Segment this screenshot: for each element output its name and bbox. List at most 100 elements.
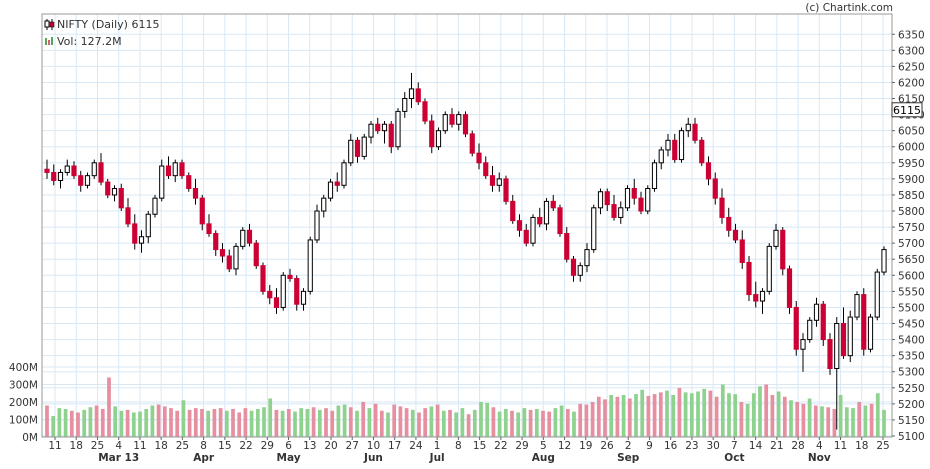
volume-legend-label: Vol: 127.2M <box>57 35 122 48</box>
date-tick-label: 25 <box>91 440 104 452</box>
volume-bar <box>255 409 260 437</box>
date-tick-label: 18 <box>154 440 167 452</box>
month-label: Jun <box>363 452 383 464</box>
date-tick-label: 25 <box>176 440 189 452</box>
candle-body <box>267 290 273 299</box>
month-label: May <box>277 452 301 464</box>
date-tick-label: 16 <box>664 440 678 452</box>
volume-bar <box>553 408 558 437</box>
candle-body <box>469 133 475 154</box>
volume-bar <box>640 389 645 437</box>
candle-body <box>125 207 131 225</box>
volume-bar <box>869 403 874 437</box>
candle-body <box>192 188 199 199</box>
volume-bar <box>572 411 576 437</box>
volume-bar <box>727 393 731 437</box>
candle-body <box>118 188 124 209</box>
candle-body <box>51 171 57 181</box>
date-tick-label: 4 <box>816 440 823 452</box>
volume-bar <box>355 410 359 437</box>
volume-bar <box>330 410 335 437</box>
legend: NIFTY (Daily) 6115 Vol: 127.2M <box>44 18 159 48</box>
volume-bar <box>441 410 446 437</box>
candlestick-icon <box>44 19 55 30</box>
candle-body <box>449 114 455 125</box>
candle-body <box>658 149 664 164</box>
volume-bar <box>336 405 341 437</box>
price-tick-label: 5850 <box>898 190 925 202</box>
volume-layer <box>45 377 886 437</box>
date-tick-label: 5 <box>540 440 547 452</box>
volume-bar <box>472 409 477 437</box>
volume-bar <box>280 410 285 437</box>
candle-body <box>84 175 91 186</box>
volume-bar <box>268 398 273 437</box>
volume-bar <box>51 416 56 437</box>
candle-body <box>415 88 421 103</box>
candle-body <box>773 229 779 247</box>
date-tick-label: 23 <box>685 440 698 452</box>
volume-bar <box>826 407 831 437</box>
volume-bar <box>882 409 886 437</box>
candle-body <box>786 268 793 308</box>
date-tick-label: 20 <box>324 440 337 452</box>
candle-body <box>672 139 678 161</box>
candle-body <box>651 162 658 190</box>
volume-bar <box>789 400 793 437</box>
volume-bar <box>807 398 812 437</box>
month-label: Oct <box>724 452 744 464</box>
candle-body <box>71 165 77 177</box>
volume-bar <box>88 407 93 437</box>
candle-body <box>476 152 482 164</box>
candle-body <box>692 123 698 141</box>
candle-body <box>699 139 705 164</box>
last-price-label: 6115 <box>893 104 921 117</box>
volume-bar <box>311 407 316 437</box>
volume-bar <box>733 394 738 437</box>
candle-body <box>793 306 799 350</box>
candle-body <box>827 339 833 370</box>
price-tick-label: 5700 <box>898 238 925 250</box>
volume-bar <box>138 411 142 437</box>
candle-body <box>435 130 442 148</box>
date-tick-label: 29 <box>515 440 528 452</box>
volume-bar <box>677 388 682 437</box>
price-tick-label: 5900 <box>898 174 925 186</box>
volume-bar <box>243 408 248 437</box>
candle-body <box>78 175 84 186</box>
candle-body <box>402 98 408 112</box>
date-tick-label: 15 <box>473 440 486 452</box>
candle-body <box>881 249 887 273</box>
volume-bar <box>392 404 397 437</box>
price-tick-label: 5400 <box>898 335 925 347</box>
price-tick-label: 6000 <box>898 142 925 154</box>
price-tick-label: 5600 <box>898 270 925 282</box>
date-tick-label: 11 <box>133 440 146 452</box>
volume-bar <box>119 410 124 437</box>
volume-bar <box>658 392 663 437</box>
volume-bar <box>274 409 279 437</box>
volume-bar <box>63 409 68 437</box>
candle-body <box>557 207 563 235</box>
candle-body <box>840 323 847 357</box>
date-tick-label: 22 <box>239 440 252 452</box>
candle-body <box>280 274 286 308</box>
candle-body <box>611 204 617 218</box>
volume-bar <box>714 396 719 437</box>
month-label: Aug <box>532 452 555 464</box>
price-tick-label: 5950 <box>898 158 925 170</box>
candle-body <box>341 162 347 186</box>
candle-body <box>44 168 50 173</box>
volume-bar <box>218 408 223 437</box>
volume-bar <box>609 395 614 437</box>
volume-bar <box>782 396 787 437</box>
price-tick-label: 5150 <box>898 415 925 427</box>
date-tick-label: 18 <box>855 440 868 452</box>
date-tick-label: 18 <box>70 440 83 452</box>
candle-body <box>213 233 219 251</box>
candle-body <box>624 188 631 209</box>
volume-bar <box>720 384 725 437</box>
volume-bar <box>156 404 161 437</box>
volume-bar <box>776 391 781 437</box>
